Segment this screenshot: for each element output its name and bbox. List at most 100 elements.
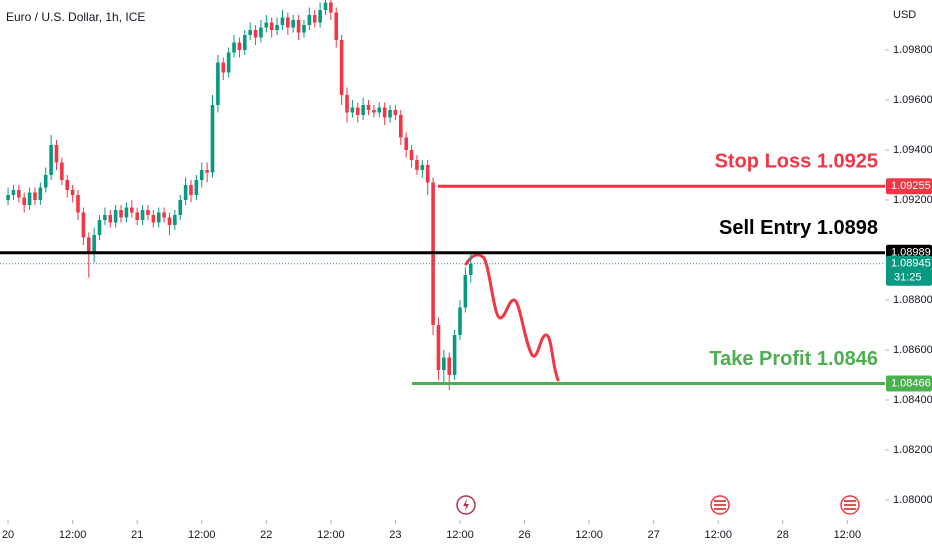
candle-body (210, 105, 215, 173)
candle-body (135, 212, 139, 220)
x-tick-label: 12:00 (834, 529, 862, 541)
candle-body (323, 2, 328, 10)
candle-body (312, 15, 317, 23)
x-tick-label: 12:00 (317, 529, 345, 541)
countdown-label: 31:25 (894, 272, 922, 284)
currency-label: USD (893, 9, 916, 21)
x-tick-label: 26 (518, 529, 530, 541)
candle-body (334, 12, 339, 40)
candle-body (216, 62, 220, 105)
candle-body (436, 325, 441, 370)
candle-body (130, 207, 134, 213)
y-tick-label: 1.08600 (893, 344, 932, 356)
candle-body (442, 357, 446, 370)
level-annotation: Stop Loss 1.0925 (715, 151, 878, 173)
candle-body (463, 275, 468, 308)
candle-body (253, 30, 258, 38)
x-tick-label: 12:00 (59, 529, 87, 541)
candle-body (425, 165, 430, 183)
candle-body (296, 20, 301, 33)
level-price-label-box (886, 178, 932, 195)
candle-body (221, 62, 226, 73)
candle-body (173, 215, 177, 225)
flag-icon[interactable] (840, 495, 860, 515)
candle-body (286, 17, 290, 28)
y-tick-label: 1.08200 (893, 444, 932, 456)
last-price-box (886, 255, 932, 286)
candle-body (194, 180, 199, 195)
candle-body (468, 263, 473, 275)
x-tick-label: 21 (131, 529, 143, 541)
y-tick-label: 1.09800 (893, 44, 932, 56)
candle-body (291, 20, 296, 28)
x-tick-label: 12:00 (188, 529, 216, 541)
candle-body (81, 212, 86, 238)
flag-icon[interactable] (710, 495, 730, 515)
candle-body (140, 210, 145, 220)
candle-body (22, 197, 27, 205)
candle-body (366, 105, 371, 110)
level-price-label: 1.08466 (891, 377, 931, 389)
candle-body (399, 115, 403, 138)
candle-body (355, 107, 360, 115)
x-tick-label: 27 (648, 529, 660, 541)
candle-body (264, 22, 269, 28)
candle-body (345, 95, 349, 113)
candle-body (38, 187, 43, 200)
candle-body (242, 35, 247, 50)
candle-body (452, 335, 457, 375)
y-tick-label: 1.09200 (893, 194, 932, 206)
candle-body (108, 215, 113, 223)
candle-body (70, 190, 75, 195)
y-tick-label: 1.08000 (893, 494, 932, 506)
candle-body (329, 2, 333, 13)
candle-body (76, 195, 80, 213)
candle-body (11, 190, 16, 195)
candle-body (146, 210, 150, 215)
y-tick-label: 1.09600 (893, 94, 932, 106)
candle-body (183, 185, 188, 200)
last-price-label: 1.08945 (891, 258, 931, 270)
candle-body (119, 210, 123, 218)
event-icon[interactable] (456, 495, 476, 515)
candle-body (248, 30, 252, 35)
candle-body (113, 210, 118, 223)
candle-body (60, 162, 64, 180)
candle-body (393, 110, 398, 115)
x-tick-label: 22 (260, 529, 272, 541)
level-price-label: 1.08989 (891, 247, 931, 259)
candle-body (404, 137, 408, 150)
candle-body (275, 25, 279, 30)
candle-body (447, 357, 452, 375)
candle-body (269, 22, 274, 30)
y-tick-label: 1.08400 (893, 394, 932, 406)
candle-body (361, 105, 365, 115)
candle-body (350, 107, 355, 113)
candle-body (318, 10, 322, 23)
candle-body (372, 110, 376, 113)
candle-body (382, 107, 387, 118)
candle-body (388, 110, 392, 118)
candle-body (339, 40, 344, 95)
candle-body (156, 212, 161, 223)
candle-body (420, 165, 425, 170)
x-tick-label: 12:00 (446, 529, 474, 541)
chart-title: Euro / U.S. Dollar, 1h, ICE (6, 10, 145, 24)
candle-body (259, 27, 263, 38)
x-tick-label: 23 (389, 529, 401, 541)
candle-body (189, 185, 193, 195)
candle-body (302, 25, 306, 33)
candle-body (86, 237, 91, 253)
candle-body (17, 190, 21, 198)
candle-body (33, 192, 37, 200)
x-tick-label: 28 (777, 529, 789, 541)
candle-body (6, 195, 10, 200)
candle-body (307, 15, 312, 25)
candle-body (97, 220, 102, 235)
candle-body (377, 107, 382, 113)
candle-body (415, 160, 419, 170)
candle-body (162, 212, 166, 218)
candle-body (54, 145, 59, 163)
candle-body (27, 192, 32, 205)
level-price-label: 1.09255 (891, 180, 931, 192)
